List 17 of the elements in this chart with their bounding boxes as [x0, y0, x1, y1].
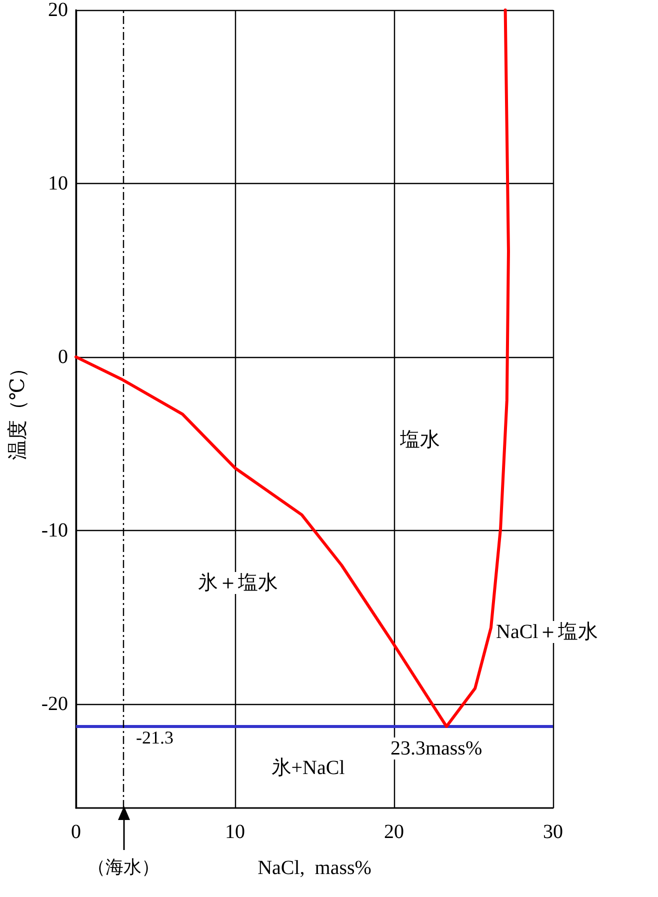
ref-line-label: -21.3 — [136, 727, 174, 748]
annotation: 塩水 — [399, 429, 440, 451]
ref-line-label: （海水） — [88, 857, 160, 877]
x-tick-label: 10 — [225, 821, 245, 843]
annotation: NaCl＋塩水 — [496, 621, 598, 643]
y-axis-title: 温度（℃） — [7, 358, 29, 460]
annotation: 氷＋塩水 — [198, 572, 278, 594]
annotation: 氷+NaCl — [271, 757, 346, 779]
x-tick-label: 20 — [384, 821, 404, 843]
x-tick-label: 30 — [543, 821, 563, 843]
y-tick-label: 10 — [48, 172, 68, 194]
annotation: 23.3mass% — [390, 737, 482, 760]
y-tick-label: -20 — [41, 692, 68, 715]
y-tick-label: 0 — [58, 346, 68, 368]
x-axis-title: NaCl, mass% — [258, 857, 372, 879]
y-tick-label: 20 — [48, 0, 68, 21]
y-tick-label: -10 — [41, 519, 68, 542]
